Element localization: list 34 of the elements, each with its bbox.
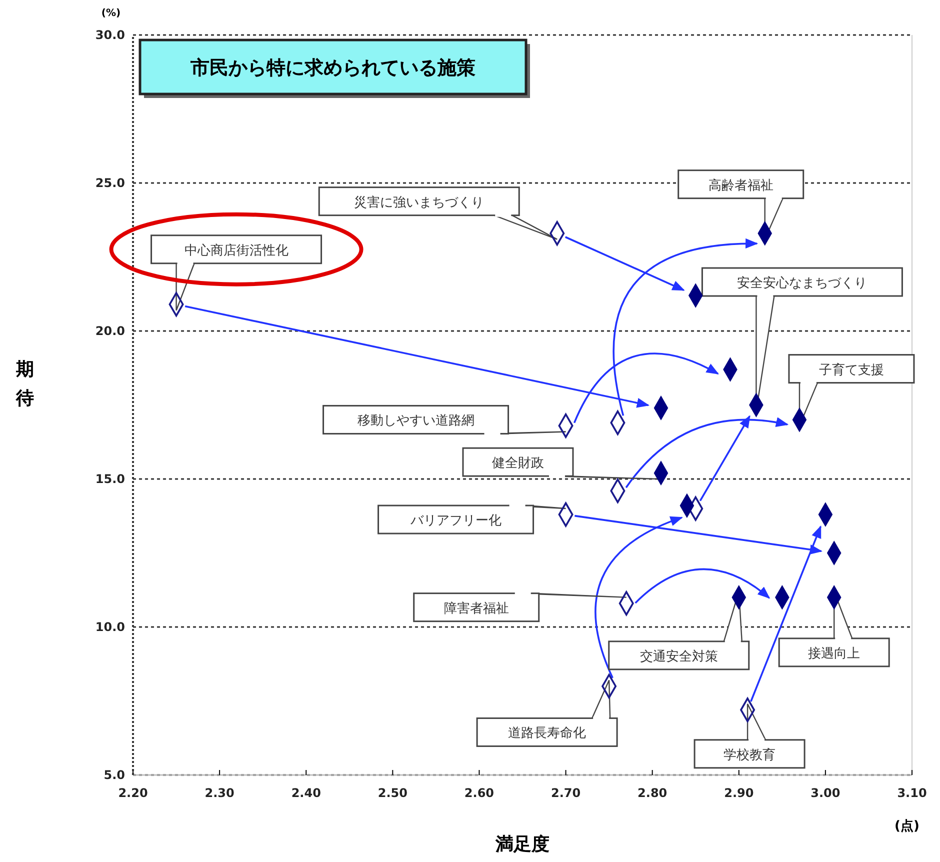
y-tick-label: 15.0 <box>95 472 125 486</box>
x-tick-label: 2.20 <box>118 786 148 800</box>
annotation: 災害に強いまちづくり <box>354 194 484 210</box>
x-tick-label: 2.40 <box>291 786 321 800</box>
annotation: 健全財政 <box>492 456 544 472</box>
annotation: 高齢者福祉 <box>708 177 774 194</box>
text: 市民から特に求められている施策 <box>190 57 476 79</box>
y-tick-label: 25.0 <box>95 176 125 190</box>
x-tick-label: 2.80 <box>638 786 668 800</box>
x-axis-title: 満足度 <box>494 834 550 855</box>
annotation: 学校教育 <box>724 746 776 763</box>
annotation: 道路長寿命化 <box>508 726 586 742</box>
y-tick-label: 10.0 <box>95 620 125 634</box>
y-axis-title: 期待 <box>15 359 34 409</box>
annotation: 中心商店街活性化 <box>184 242 288 258</box>
x-tick-label: 2.60 <box>464 786 494 800</box>
x-tick-label: 2.70 <box>550 786 581 800</box>
annotation: 子育て支援 <box>818 362 884 378</box>
text: (点) <box>894 818 920 834</box>
text: (%) <box>101 8 121 19</box>
x-tick-label: 2.30 <box>204 786 234 800</box>
y-tick-label: 30.0 <box>95 28 125 42</box>
x-tick-label: 3.10 <box>897 786 927 800</box>
annotation: 交通安全対策 <box>640 648 718 664</box>
annotation: 安全安心なまちづくり <box>737 275 868 291</box>
annotation: 障害者福祉 <box>444 600 509 616</box>
annotation: 接遇向上 <box>808 646 860 662</box>
x-tick-label: 3.00 <box>810 786 840 800</box>
annotation: 移動しやすい道路網 <box>357 414 474 429</box>
annotation: バリアフリー化 <box>409 514 502 529</box>
x-tick-label: 2.50 <box>378 786 408 800</box>
x-tick-label: 2.90 <box>724 786 754 800</box>
y-tick-label: 5.0 <box>104 768 125 782</box>
y-tick-label: 20.0 <box>95 324 125 338</box>
